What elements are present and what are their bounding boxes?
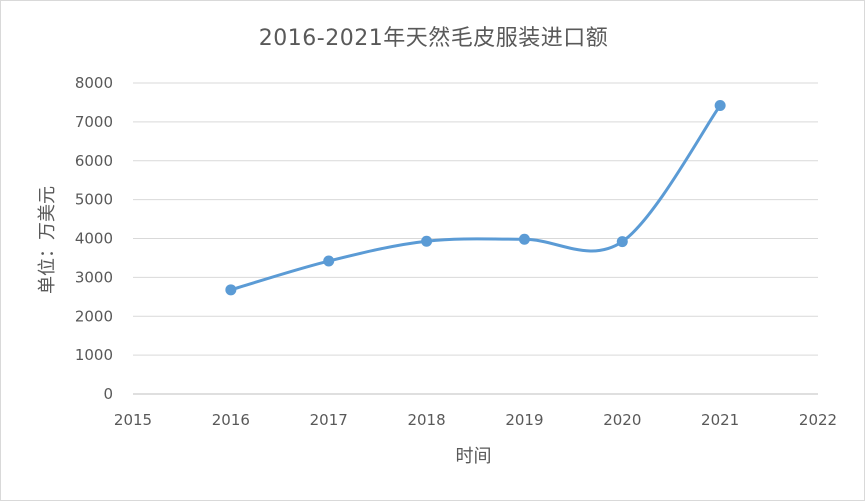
data-point [421, 235, 433, 247]
y-tick-label: 3000 [75, 268, 113, 286]
data-point [323, 255, 335, 267]
y-tick-label: 4000 [75, 230, 113, 248]
y-tick-label: 7000 [75, 113, 113, 131]
x-tick-label: 2022 [799, 411, 837, 429]
data-point [518, 233, 530, 245]
chart-title: 2016-2021年天然毛皮服装进口额 [258, 26, 609, 51]
x-tick-label: 2017 [310, 411, 348, 429]
y-tick-label: 5000 [75, 191, 113, 209]
x-tick-labels: 2015 2016 2017 2018 2019 2020 2021 2022 [114, 411, 837, 429]
x-tick-label: 2015 [114, 411, 152, 429]
series-layer [225, 100, 726, 296]
data-point [225, 284, 237, 296]
x-tick-label: 2021 [701, 411, 739, 429]
y-tick-label: 6000 [75, 152, 113, 170]
data-point [714, 100, 726, 112]
x-tick-label: 2016 [212, 411, 250, 429]
y-tick-label: 8000 [75, 74, 113, 92]
data-point [616, 236, 628, 248]
x-tick-label: 2020 [603, 411, 641, 429]
y-tick-labels: 0 1000 2000 3000 4000 5000 6000 7000 8000 [75, 74, 113, 403]
y-tick-label: 1000 [75, 346, 113, 364]
series-line [229, 104, 722, 292]
y-tick-label: 2000 [75, 307, 113, 325]
x-tick-label: 2018 [407, 411, 445, 429]
x-axis-label: 时间 [455, 446, 492, 467]
x-tick-label: 2019 [505, 411, 543, 429]
y-tick-label: 0 [103, 385, 113, 403]
gridlines [133, 82, 818, 356]
